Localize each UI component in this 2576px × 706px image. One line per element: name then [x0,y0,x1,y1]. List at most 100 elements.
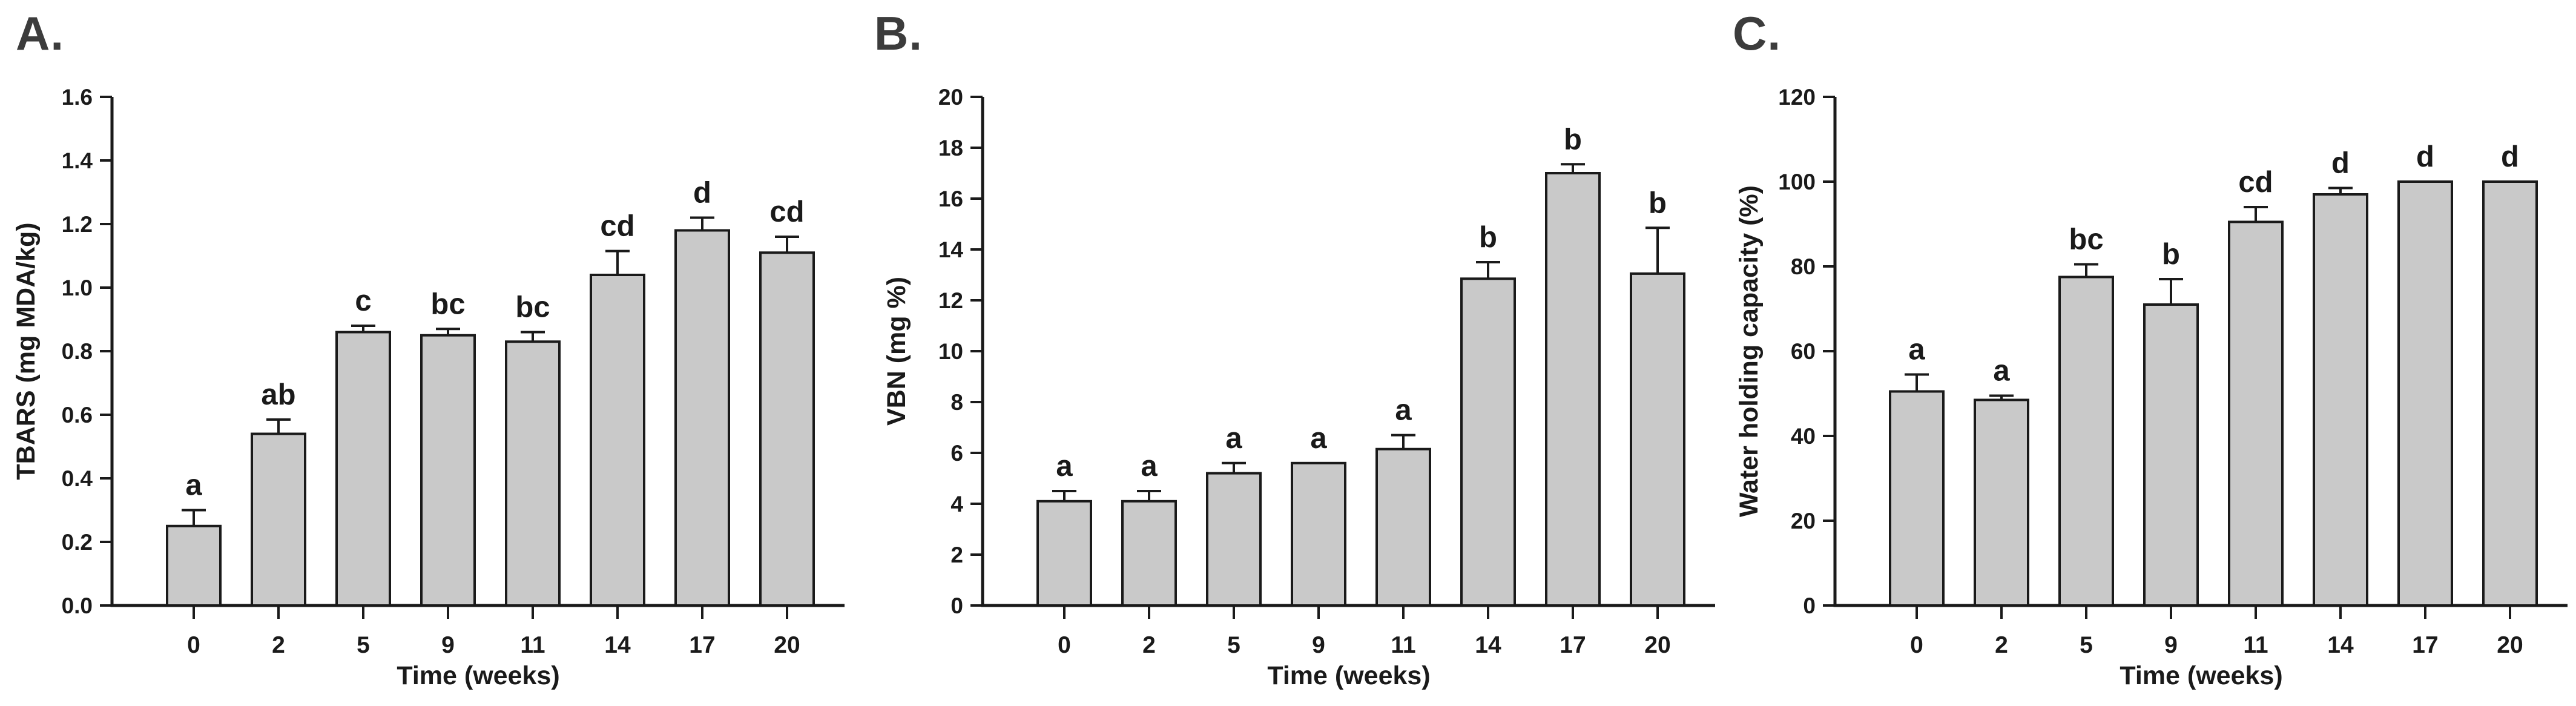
y-tick-label: 20 [1791,509,1816,533]
chart-panel-a: A. 0.0 0.2 0.4 0.6 0.8 1.0 1.2 1.4 1.6 a 0 ab 2 c 5 bc 9… [0,0,858,706]
significance-letter: a [185,469,202,502]
panel-label: A. [16,7,64,60]
bar [505,340,561,607]
y-tick-label: 16 [938,186,963,211]
y-tick-label: 0 [1803,593,1816,618]
x-tick-label: 5 [1227,632,1240,658]
x-tick-label: 14 [1475,632,1501,658]
x-tick-label: 2 [272,632,285,658]
x-tick-label: 0 [187,632,200,658]
bar [1291,461,1346,607]
x-tick-label: 9 [441,632,455,658]
y-tick-label: 1.2 [62,212,93,237]
y-tick-label: 10 [938,339,963,364]
x-tick-label: 2 [1142,632,1156,658]
y-tick-label: 8 [950,390,963,415]
x-tick-label: 17 [2412,632,2438,658]
bar [1974,398,2029,607]
x-tick-label: 9 [2164,632,2178,658]
x-tick-label: 14 [2327,632,2354,658]
significance-letter: d [693,177,711,209]
significance-letter: b [1564,123,1582,156]
y-tick-label: 0.6 [62,403,93,427]
x-axis-title: Time (weeks) [2120,661,2282,690]
bar [1630,272,1685,607]
bar [2143,303,2199,607]
x-tick-label: 17 [689,632,715,658]
significance-letter: b [2162,238,2180,271]
vbn-bar-chart: 0 2 4 6 8 10 12 14 16 18 20 a 0 a 2 a 5 a 9 a 11 b 14 b 17 b 20 Tim… [882,85,1715,690]
significance-letter: bc [2069,223,2103,256]
significance-letter: cd [600,210,634,243]
y-tick-label: 2 [950,543,963,567]
panel-label: C. [1733,7,1781,60]
bar [1889,390,1945,607]
y-tick-label: 1.0 [62,275,93,300]
y-tick-label: 60 [1791,339,1816,364]
x-tick-label: 11 [2243,632,2268,658]
significance-letter: d [2416,140,2434,173]
x-tick-label: 14 [604,632,631,658]
significance-letter: cd [769,196,804,228]
significance-letter: b [1649,186,1667,219]
bar [759,251,815,607]
y-tick-label: 4 [950,492,963,516]
bar [2482,180,2538,607]
x-tick-label: 0 [1058,632,1071,658]
panel-label: B. [874,7,923,60]
significance-letter: cd [2238,166,2273,199]
x-tick-label: 5 [357,632,370,658]
y-tick-label: 0.2 [62,530,93,555]
y-tick-label: 1.6 [62,85,93,110]
x-tick-label: 11 [520,632,545,658]
bar [2058,275,2114,607]
significance-letter: d [2331,147,2350,180]
significance-letter: a [1993,355,2010,388]
significance-letter: ab [261,378,295,411]
y-tick-label: 40 [1791,424,1816,449]
significance-letter: a [1908,334,1925,366]
x-tick-label: 20 [2497,632,2523,658]
y-tick-label: 120 [1778,85,1816,110]
y-tick-label: 6 [950,441,963,466]
significance-letter: a [1310,422,1327,455]
significance-letter: a [1225,422,1242,455]
chart-panel-c: C. 0 20 40 60 80 100 120 a 0 a 2 bc 5 b 9 cd 11 d 14 d 17 d 20… [1717,0,2575,706]
bar [1036,500,1092,607]
bar [420,334,476,607]
x-tick-label: 17 [1560,632,1586,658]
significance-letter: bc [515,291,550,324]
y-tick-label: 0.4 [62,466,93,491]
y-tick-label: 100 [1778,170,1816,194]
bar [335,331,391,607]
chart-panel-b: B. 0 2 4 6 8 10 12 14 16 18 20 a 0 a 2 a 5 a 9 a 11 b 14 b 17 b 20… [858,0,1717,706]
bar [1545,172,1601,607]
x-tick-label: 20 [774,632,800,658]
y-tick-label: 20 [938,85,963,110]
significance-letter: d [2501,140,2519,173]
bar [2313,193,2368,607]
x-tick-label: 2 [1995,632,2008,658]
bar [2397,180,2453,607]
significance-letter: a [1395,394,1412,427]
bar [2228,220,2284,607]
bar [251,432,306,607]
y-tick-label: 12 [938,288,963,313]
x-tick-label: 0 [1910,632,1923,658]
significance-letter: c [355,285,371,317]
bar [1206,472,1262,607]
y-axis-title: TBARS (mg MDA/kg) [12,222,41,480]
bar [166,524,222,607]
x-tick-label: 11 [1391,632,1415,658]
y-tick-label: 18 [938,136,963,160]
tbars-bar-chart: 0.0 0.2 0.4 0.6 0.8 1.0 1.2 1.4 1.6 a 0 ab 2 c 5 bc 9 bc 1… [12,85,845,690]
whc-bar-chart: 0 20 40 60 80 100 120 a 0 a 2 bc 5 b 9 cd 11 d 14 d 17 d 20 Tim… [1734,85,2568,690]
bar [1121,500,1177,607]
y-tick-label: 80 [1791,254,1816,279]
significance-letter: a [1141,450,1158,483]
y-tick-label: 0.0 [62,593,93,618]
x-tick-label: 5 [2080,632,2093,658]
significance-letter: b [1479,221,1497,254]
y-axis-title: Water holding capacity (%) [1734,185,1764,517]
